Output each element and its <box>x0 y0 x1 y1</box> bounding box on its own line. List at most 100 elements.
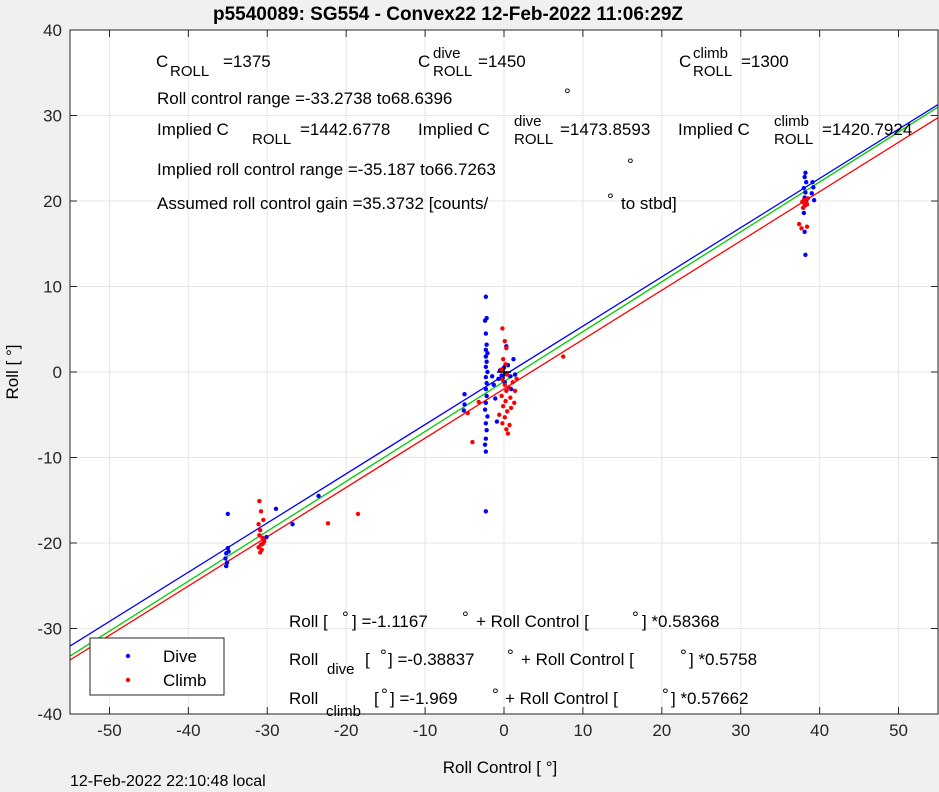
point-dive <box>485 350 490 356</box>
point-dive <box>483 400 489 405</box>
x-tick-label: 30 <box>731 721 750 740</box>
point-climb <box>560 354 566 359</box>
svg-text:=1375: =1375 <box>223 52 271 71</box>
x-tick-label: -40 <box>176 721 201 740</box>
annotation-gain: Assumed roll control gain =35.3732 [coun… <box>157 194 489 213</box>
point-dive <box>493 396 498 401</box>
point-dive <box>483 421 489 426</box>
svg-text:] *0.57662: ] *0.57662 <box>671 689 749 708</box>
svg-text:[: [ <box>365 650 370 669</box>
point-climb <box>256 545 261 550</box>
point-dive <box>482 442 488 447</box>
point-dive <box>511 356 516 362</box>
svg-text:°: ° <box>492 685 499 704</box>
annotation-implied-c-dive: Implied C dive ROLL =1473.8593 <box>418 113 650 148</box>
point-climb <box>470 439 475 445</box>
y-axis-label: Roll [ °] <box>3 345 22 400</box>
svg-text:C: C <box>156 52 168 71</box>
point-climb <box>501 404 506 409</box>
svg-text:°: ° <box>342 608 349 627</box>
point-climb <box>805 196 810 201</box>
point-climb <box>800 199 805 205</box>
point-dive <box>316 493 321 499</box>
annotation-degree-2: ° <box>627 155 634 174</box>
point-climb <box>504 409 510 414</box>
x-tick-label: 40 <box>810 721 829 740</box>
svg-text:C: C <box>418 52 430 71</box>
y-tick-label: 30 <box>43 107 62 126</box>
svg-text:C: C <box>679 52 691 71</box>
y-tick-label: -30 <box>37 620 62 639</box>
point-dive <box>485 369 490 375</box>
point-climb <box>505 431 511 436</box>
point-climb <box>504 345 509 351</box>
point-dive <box>462 402 467 407</box>
legend: Dive Climb <box>89 637 225 696</box>
point-climb <box>512 400 517 405</box>
y-tick-label: 20 <box>43 192 62 211</box>
point-dive <box>801 185 807 191</box>
point-climb <box>796 221 802 227</box>
y-tick-label: -40 <box>37 705 62 724</box>
svg-text:=1442.6778: =1442.6778 <box>300 120 390 139</box>
point-climb <box>256 521 261 527</box>
point-dive <box>803 170 808 175</box>
point-dive <box>461 408 466 413</box>
point-climb <box>503 398 508 404</box>
svg-text:=1450: =1450 <box>478 52 526 71</box>
x-tick-label: -10 <box>413 721 438 740</box>
x-tick-label: 20 <box>652 721 671 740</box>
point-climb <box>355 511 361 517</box>
point-dive <box>809 191 814 196</box>
svg-text:=1473.8593: =1473.8593 <box>560 120 650 139</box>
chart-title: p5540089: SG554 - Convex22 12-Feb-2022 1… <box>213 4 683 25</box>
point-dive <box>273 506 279 511</box>
svg-text:] *0.58368: ] *0.58368 <box>642 612 720 631</box>
svg-text:Implied C: Implied C <box>418 120 490 139</box>
point-dive <box>801 210 807 216</box>
point-climb <box>261 540 266 546</box>
point-climb <box>500 421 505 426</box>
point-dive <box>290 521 295 527</box>
legend-dive-marker <box>125 653 131 659</box>
annotation-degree-3: ° <box>607 190 614 209</box>
point-climb <box>510 380 515 385</box>
x-tick-label: 0 <box>499 721 508 740</box>
svg-text:°: ° <box>680 646 687 665</box>
annotation-implied-c-climb: Implied C climb ROLL =1420.7924 <box>678 113 912 148</box>
y-tick-label: 40 <box>43 21 62 40</box>
annotation-c-roll-climb: C climb ROLL =1300 <box>679 45 789 80</box>
svg-text:ROLL: ROLL <box>514 131 553 148</box>
point-climb <box>261 517 266 523</box>
svg-text:ROLL: ROLL <box>693 63 732 80</box>
point-dive <box>223 556 228 561</box>
point-dive <box>499 373 504 378</box>
point-dive <box>483 347 489 352</box>
point-dive <box>483 509 489 514</box>
point-climb <box>804 202 810 207</box>
annotation-implied-c-all: Implied C ROLL =1442.6778 <box>157 120 390 148</box>
point-dive <box>484 380 489 386</box>
point-dive <box>802 174 807 180</box>
point-dive <box>484 427 489 433</box>
point-dive <box>483 374 489 380</box>
annotation-degree-1: ° <box>564 85 571 104</box>
point-climb <box>500 326 505 331</box>
point-dive <box>483 331 489 336</box>
x-tick-label: 50 <box>889 721 908 740</box>
x-tick-label: -20 <box>334 721 359 740</box>
point-climb <box>504 388 509 394</box>
point-dive <box>462 392 467 397</box>
equation-fit-all: Roll [ ° ] =-1.1167 ° + Roll Control [ °… <box>289 608 720 631</box>
svg-text:Roll: Roll <box>289 689 318 708</box>
origin-marker <box>497 365 511 379</box>
svg-text:climb: climb <box>693 45 728 62</box>
svg-text:] =-0.38837: ] =-0.38837 <box>388 650 475 669</box>
point-climb <box>499 393 504 399</box>
point-dive <box>811 185 816 190</box>
annotation-implied-range: Implied roll control range =-35.187 to66… <box>157 160 496 179</box>
point-dive <box>483 449 489 454</box>
svg-text:Implied C: Implied C <box>157 120 229 139</box>
point-climb <box>508 395 513 400</box>
